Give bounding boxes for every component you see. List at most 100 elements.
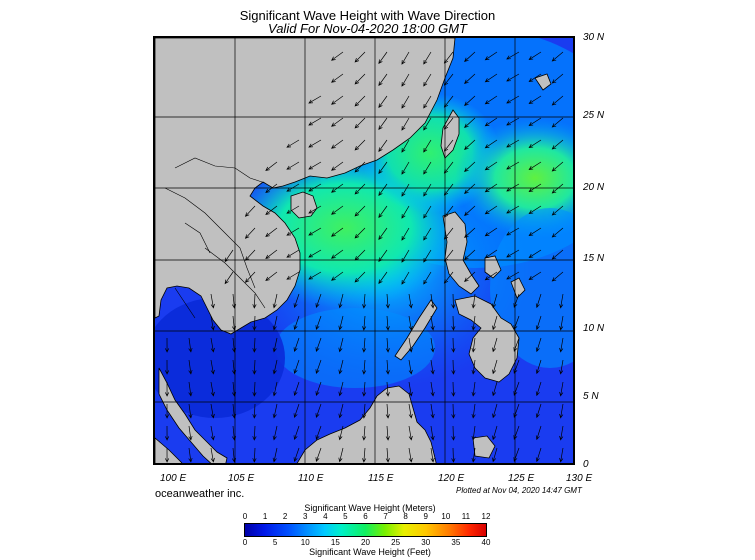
direction-arrow bbox=[484, 183, 498, 193]
direction-arrow bbox=[559, 381, 564, 397]
direction-arrow bbox=[210, 425, 215, 441]
sumatra bbox=[155, 437, 183, 463]
direction-arrow bbox=[385, 381, 390, 397]
meter-tick: 10 bbox=[441, 512, 451, 521]
direction-arrow bbox=[286, 271, 300, 280]
direction-arrow bbox=[559, 359, 564, 375]
direction-arrow bbox=[252, 425, 257, 441]
direction-arrow bbox=[408, 425, 413, 441]
meter-tick: 6 bbox=[363, 512, 368, 521]
direction-arrow bbox=[338, 293, 344, 309]
direction-arrow bbox=[286, 161, 300, 170]
feet-tick: 15 bbox=[330, 538, 340, 547]
direction-arrow bbox=[315, 425, 322, 440]
meter-tick: 1 bbox=[262, 512, 268, 521]
direction-arrow bbox=[423, 117, 432, 131]
direction-arrow bbox=[331, 271, 344, 281]
direction-arrow bbox=[265, 161, 278, 172]
direction-arrow bbox=[362, 337, 367, 353]
direction-arrow bbox=[331, 51, 344, 61]
direction-arrow bbox=[354, 249, 366, 261]
direction-arrow bbox=[293, 359, 300, 375]
direction-arrow bbox=[423, 73, 432, 87]
direction-arrow bbox=[451, 315, 456, 331]
direction-arrow bbox=[464, 227, 476, 238]
direction-arrow bbox=[528, 227, 542, 236]
direction-arrow bbox=[210, 381, 215, 397]
direction-arrow bbox=[464, 249, 476, 260]
direction-arrow bbox=[535, 425, 542, 441]
direction-arrow bbox=[315, 381, 322, 396]
direction-arrow bbox=[354, 117, 366, 129]
direction-arrow bbox=[362, 403, 367, 419]
direction-arrow bbox=[331, 249, 344, 259]
direction-arrow bbox=[484, 73, 498, 83]
direction-arrow bbox=[315, 403, 322, 418]
direction-arrow bbox=[385, 403, 390, 419]
direction-arrow bbox=[430, 315, 435, 331]
direction-arrow bbox=[224, 249, 234, 263]
direction-arrow bbox=[535, 381, 542, 397]
direction-arrow bbox=[528, 51, 542, 60]
direction-arrow bbox=[443, 183, 454, 196]
direction-arrow bbox=[443, 205, 454, 218]
graticule bbox=[155, 38, 573, 463]
direction-arrow bbox=[378, 227, 388, 241]
direction-arrow bbox=[232, 381, 237, 397]
lon-label: 115 E bbox=[368, 473, 394, 484]
direction-arrow bbox=[362, 293, 367, 309]
direction-arrow bbox=[378, 51, 388, 65]
meter-tick: 3 bbox=[303, 512, 308, 521]
direction-arrow bbox=[331, 139, 344, 149]
direction-arrow bbox=[401, 183, 410, 197]
direction-arrow bbox=[484, 117, 498, 127]
direction-arrow bbox=[443, 73, 454, 86]
palawan bbox=[394, 299, 438, 361]
direction-arrow bbox=[551, 183, 564, 194]
direction-arrow bbox=[408, 381, 413, 397]
direction-arrow bbox=[464, 271, 476, 282]
direction-arrow bbox=[293, 337, 300, 353]
direction-arrow bbox=[315, 359, 322, 374]
direction-arrow bbox=[528, 249, 542, 258]
direction-arrow bbox=[559, 447, 564, 463]
direction-arrow bbox=[354, 73, 366, 85]
direction-arrow bbox=[331, 73, 344, 83]
direction-arrow bbox=[362, 425, 367, 441]
feet-tick: 30 bbox=[421, 538, 431, 547]
direction-arrow bbox=[265, 271, 278, 282]
direction-arrow bbox=[423, 183, 432, 197]
direction-arrow bbox=[423, 161, 432, 175]
direction-arrow bbox=[484, 227, 498, 237]
direction-arrow bbox=[210, 359, 215, 375]
direction-arrow bbox=[443, 271, 454, 284]
direction-arrow bbox=[506, 249, 520, 258]
direction-arrow bbox=[506, 51, 520, 60]
borneo bbox=[296, 385, 437, 463]
direction-arrow bbox=[528, 161, 542, 170]
direction-arrow bbox=[471, 381, 476, 397]
direction-arrow bbox=[401, 73, 410, 87]
direction-arrow bbox=[210, 337, 215, 353]
direction-arrow bbox=[244, 271, 256, 283]
direction-arrow bbox=[210, 315, 215, 331]
direction-arrow bbox=[232, 359, 237, 375]
direction-arrow bbox=[331, 95, 344, 105]
direction-arrow bbox=[286, 183, 300, 192]
direction-arrow bbox=[408, 403, 413, 419]
direction-arrow bbox=[385, 425, 390, 441]
direction-arrow bbox=[265, 205, 278, 216]
direction-arrow bbox=[528, 183, 542, 192]
direction-arrow bbox=[528, 117, 542, 126]
feet-tick: 10 bbox=[300, 538, 310, 547]
direction-arrow bbox=[331, 161, 344, 171]
direction-arrow bbox=[378, 183, 388, 197]
map-subtitle: Valid For Nov-04-2020 18:00 GMT bbox=[268, 21, 467, 36]
meter-tick: 4 bbox=[323, 512, 328, 521]
direction-arrow bbox=[362, 381, 367, 397]
direction-arrow bbox=[471, 447, 476, 463]
direction-arrow bbox=[244, 227, 256, 239]
lat-label: 30 N bbox=[583, 32, 605, 43]
direction-arrow bbox=[464, 205, 476, 216]
direction-arrow bbox=[528, 271, 542, 280]
